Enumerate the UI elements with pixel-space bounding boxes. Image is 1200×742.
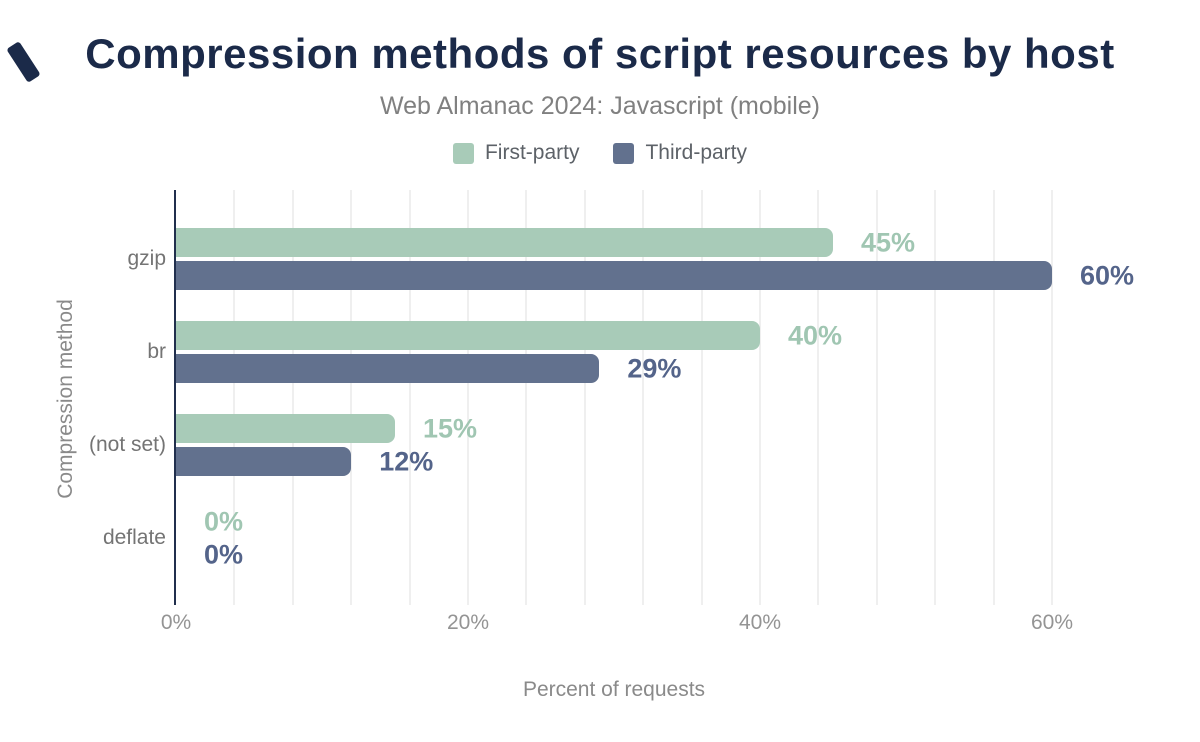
- category-label-br: br: [147, 340, 166, 363]
- legend-swatch-first-party: [452, 142, 474, 164]
- gridline: [934, 190, 937, 605]
- bar-gzip-first-party[interactable]: [176, 228, 833, 257]
- bar-br-third-party[interactable]: [176, 354, 600, 383]
- chart-subtitle: Web Almanac 2024: Javascript (mobile): [379, 92, 820, 120]
- gridline: [992, 190, 995, 605]
- y-axis-category-labels: gzip br (not set) deflate: [40, 190, 166, 605]
- x-tick-40: 40%: [738, 611, 782, 634]
- gridline: [467, 190, 469, 605]
- x-tick-0: 0%: [160, 611, 192, 634]
- bar-gzip-third-party[interactable]: [176, 261, 1052, 290]
- value-label-deflate-third-party: 0%: [204, 539, 244, 569]
- gridline: [583, 190, 586, 605]
- legend-item-first-party[interactable]: First-party: [452, 141, 580, 165]
- value-label-deflate-first-party: 0%: [204, 506, 244, 536]
- value-label-gzip-third-party: 60%: [1080, 260, 1135, 290]
- gridline: [525, 190, 528, 605]
- gridline: [875, 190, 878, 605]
- category-label-not-set: (not set): [88, 433, 166, 456]
- gridline: [817, 190, 820, 605]
- legend-item-third-party[interactable]: Third-party: [613, 141, 747, 165]
- x-tick-60: 60%: [1030, 611, 1074, 634]
- legend: First-party Third-party: [0, 141, 1200, 165]
- chart-title: Compression methods of script resources …: [85, 30, 1115, 77]
- gridline: [408, 190, 411, 605]
- x-tick-20: 20%: [446, 611, 490, 634]
- legend-label-third-party: Third-party: [645, 141, 748, 164]
- gridline: [642, 190, 645, 605]
- gridline: [233, 190, 236, 605]
- value-label-not-set-first-party: 15%: [423, 413, 478, 443]
- legend-label-first-party: First-party: [484, 141, 580, 164]
- gridline: [291, 190, 294, 605]
- plot-area: 45% 60% 40% 29% 15% 12% 0% 0%: [174, 190, 1134, 605]
- x-axis-tick-labels: 0% 20% 40% 60%: [161, 611, 1073, 641]
- gridline: [759, 190, 761, 605]
- category-label-gzip: gzip: [127, 247, 166, 270]
- value-label-br-first-party: 40%: [788, 320, 843, 350]
- value-label-br-third-party: 29%: [627, 353, 682, 383]
- bar-br-first-party[interactable]: [176, 321, 760, 350]
- legend-swatch-third-party: [613, 142, 635, 164]
- gridline: [700, 190, 703, 605]
- value-label-not-set-third-party: 12%: [379, 446, 434, 476]
- x-axis-title: Percent of requests: [522, 678, 706, 701]
- gridline: [1051, 190, 1053, 605]
- y-axis-line: [174, 190, 176, 605]
- bar-not-set-first-party[interactable]: [176, 414, 395, 443]
- value-label-gzip-first-party: 45%: [861, 227, 916, 257]
- bar-not-set-third-party[interactable]: [176, 447, 352, 476]
- category-label-deflate: deflate: [102, 526, 166, 549]
- gridline: [350, 190, 353, 605]
